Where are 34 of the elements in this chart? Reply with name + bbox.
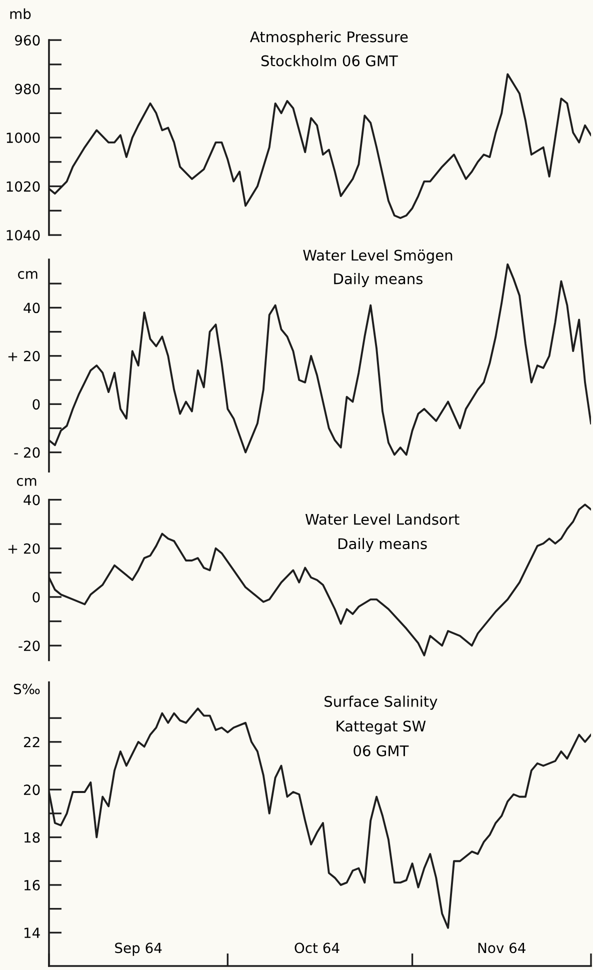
y-tick-label: 0 bbox=[32, 399, 40, 410]
text: Surface Salinity bbox=[324, 696, 438, 710]
x-tick-label: Sep 64 bbox=[115, 942, 162, 956]
y-tick-label: 0 bbox=[32, 592, 40, 602]
y-tick-label: 18 bbox=[24, 832, 40, 843]
x-tick-label: Nov 64 bbox=[478, 942, 526, 954]
y-tick-label: 14 bbox=[24, 928, 40, 938]
text: Stockholm 06 GMT bbox=[261, 55, 398, 66]
y-tick-label: 40 bbox=[24, 494, 40, 506]
chart-title: Atmospheric Pressure bbox=[250, 31, 408, 46]
text: Water Level Landsort bbox=[305, 514, 460, 525]
y-axis-title: S‰ bbox=[14, 684, 40, 694]
y-tick-label: 1000 bbox=[6, 132, 40, 144]
chart-title: Water Level Smögen bbox=[303, 249, 452, 264]
y-axis-title: mb bbox=[10, 8, 31, 20]
y-tick-label: 1040 bbox=[6, 230, 40, 241]
y-tick-label: 40 bbox=[24, 302, 40, 314]
text: Kattegat SW bbox=[336, 720, 426, 734]
y-tick-label: 1020 bbox=[6, 181, 40, 192]
text: Daily means bbox=[338, 538, 427, 552]
y-tick-label: + 20 bbox=[8, 350, 40, 362]
y-tick-label: 22 bbox=[24, 736, 40, 748]
x-tick-label: Oct 64 bbox=[294, 942, 340, 954]
y-tick-label: - 20 bbox=[14, 447, 40, 458]
y-axis-title: cm bbox=[18, 271, 38, 279]
text: Daily means bbox=[334, 272, 423, 288]
annotation: 06 GMT bbox=[354, 745, 409, 756]
y-tick-label: 16 bbox=[24, 880, 40, 890]
y-axis-title: cm bbox=[16, 478, 36, 486]
y-tick-label: 20 bbox=[24, 784, 40, 796]
y-tick-label: -20 bbox=[18, 640, 40, 652]
y-tick-label: 960 bbox=[15, 35, 40, 46]
y-tick-label: 980 bbox=[15, 84, 40, 94]
y-tick-label: + 20 bbox=[8, 543, 40, 554]
